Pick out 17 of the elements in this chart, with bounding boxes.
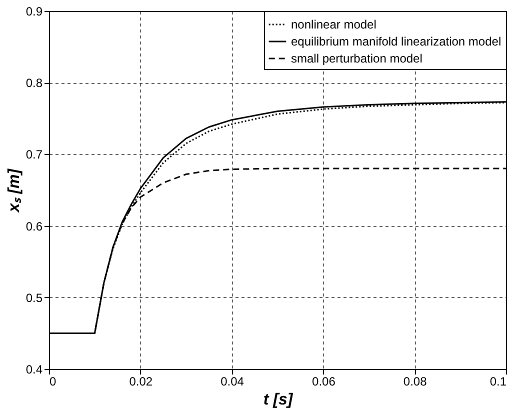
y-tick-label: 0.5 bbox=[26, 290, 43, 305]
x-tick-label: 0 bbox=[50, 374, 56, 388]
y-tick-label: 0.7 bbox=[26, 148, 43, 162]
x-tick-label: 0.02 bbox=[129, 374, 153, 388]
x-tick-label: 0.1 bbox=[490, 374, 507, 388]
y-axis-title: xₛ [m] bbox=[6, 168, 23, 214]
y-tick-label: 0.8 bbox=[26, 76, 43, 90]
legend-label: equilibrium manifold linearization model bbox=[291, 34, 502, 48]
x-tick-label: 0.06 bbox=[312, 374, 336, 388]
x-tick-label: 0.08 bbox=[403, 374, 428, 388]
y-tick-label: 0.9 bbox=[26, 4, 43, 18]
x-axis-title: t [s] bbox=[263, 392, 294, 408]
y-tick-label: 0.6 bbox=[26, 219, 43, 234]
y-tick-label: 0.4 bbox=[26, 362, 43, 376]
legend-label: nonlinear model bbox=[291, 18, 376, 32]
legend-label: small perturbation model bbox=[291, 52, 422, 66]
x-tick-label: 0.04 bbox=[220, 374, 244, 388]
